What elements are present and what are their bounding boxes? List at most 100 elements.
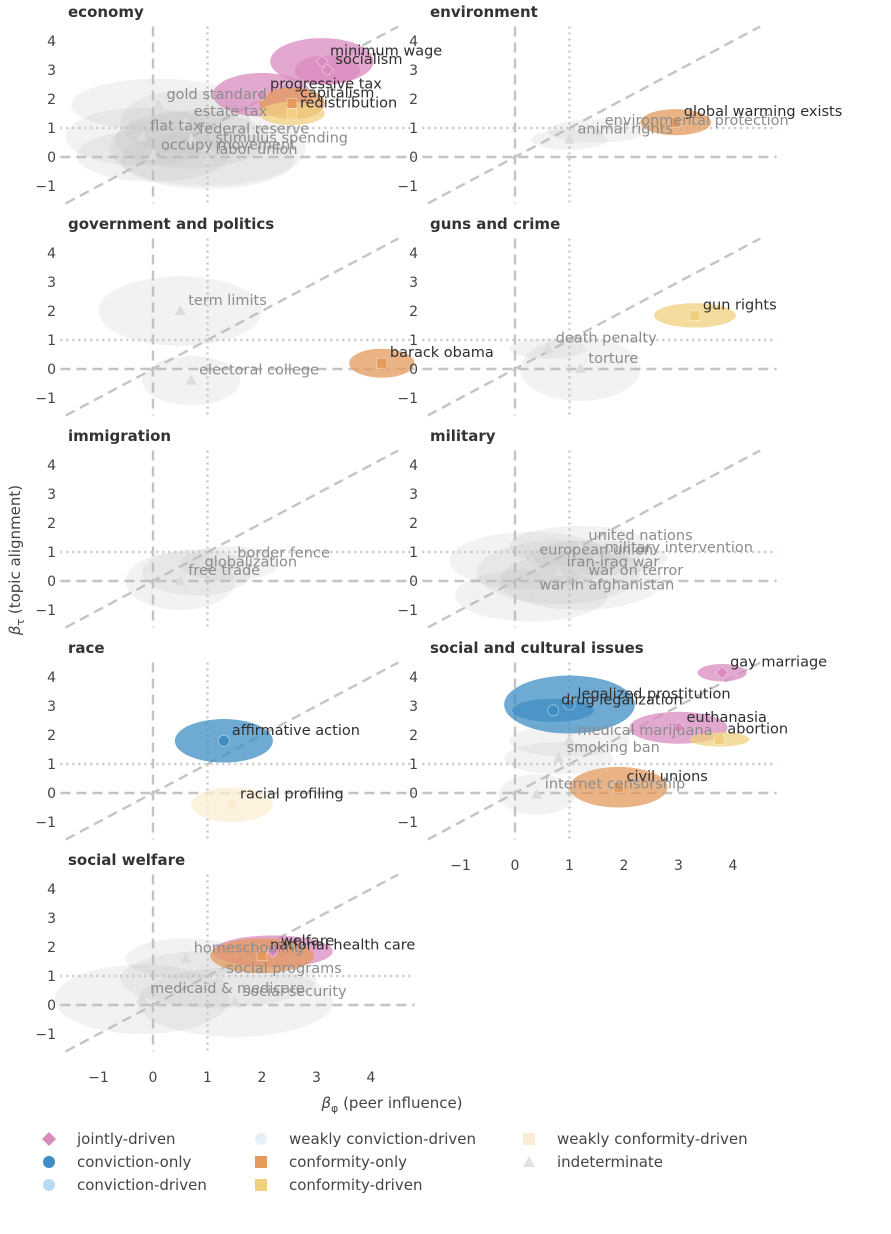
y-tick-label: 1: [47, 545, 56, 561]
x-tick-label: 2: [620, 858, 629, 874]
point-marker-gay-marriage: [715, 666, 729, 680]
point-marker-occupy-movement: [147, 149, 159, 160]
y-tick-label: 1: [409, 545, 418, 561]
panel-social-welfare: social welfare −1 0 1 2 3 4 −1 0 1 2 3 4: [35, 851, 415, 1086]
point-label-labor-union: labor union: [216, 142, 298, 158]
panels-layer: economy−101234environment−101234governme…: [35, 3, 777, 1086]
point-marker-environmental-protection: [591, 124, 603, 135]
y-tick-label: −1: [35, 603, 56, 619]
point-marker-electoral-college: [185, 374, 197, 385]
point-marker-socialism: [320, 63, 334, 77]
point-marker-social-security: [229, 996, 241, 1007]
legend-label-conformity-driven: conformity-driven: [289, 1176, 422, 1194]
point-marker-gold-standard: [152, 98, 164, 109]
point-label-social-programs: social programs: [226, 961, 341, 977]
point-marker-progressive-tax: [255, 88, 269, 102]
y-tick-label: 1: [47, 757, 56, 773]
y-tick-label: 2: [409, 516, 418, 532]
point-marker-social-programs: [212, 972, 224, 983]
point-label-civil-unions: civil unions: [627, 769, 708, 785]
panel-title: immigration: [68, 427, 171, 445]
y-tick-label: 2: [47, 92, 56, 108]
y-tick-label: 0: [47, 998, 56, 1014]
point-marker-medical-marijuana: [564, 734, 575, 745]
legend-item-weakly-conviction-driven: weakly conviction-driven: [255, 1130, 476, 1148]
panel-title: economy: [68, 3, 144, 21]
y-tick-label: 2: [409, 304, 418, 320]
y-tick-label: −1: [35, 391, 56, 407]
ref-diagonal: [427, 661, 761, 841]
y-tick-label: 4: [409, 246, 418, 262]
legend-swatch-conformity-driven: [255, 1179, 267, 1191]
ref-diagonal: [65, 237, 399, 417]
point-label-progressive-tax: progressive tax: [270, 77, 382, 93]
y-tick-label: 1: [47, 333, 56, 349]
point-label-barack-obama: barack obama: [390, 345, 494, 361]
panel-race: race −1 0 1 2 3 4: [35, 639, 415, 841]
point-label-free-trade: free trade: [188, 563, 260, 579]
x-tick-label: 2: [258, 1070, 267, 1086]
y-tick-label: −1: [35, 815, 56, 831]
y-tick-label: −1: [397, 179, 418, 195]
point-label-globalization: globalization: [205, 554, 298, 570]
y-tick-label: 1: [47, 969, 56, 985]
point-label-federal-reserve: federal reserve: [199, 122, 309, 138]
point-label-war-on-terror: war on terror: [588, 563, 683, 579]
y-tick-label: 3: [409, 699, 418, 715]
x-tick-label: 1: [203, 1070, 212, 1086]
axes-layer: βφ (peer influence) βτ (topic alignment): [6, 485, 463, 1115]
legend-item-conformity-only: conformity-only: [255, 1153, 407, 1171]
point-marker-border-fence: [223, 557, 235, 568]
point-marker-civil-unions: [613, 781, 624, 793]
x-tick-label: 4: [367, 1070, 376, 1086]
y-tick-label: 4: [409, 34, 418, 50]
y-tick-label: 0: [47, 786, 56, 802]
point-marker-animal-rights: [564, 133, 575, 144]
point-label-social-security: social security: [243, 984, 347, 1000]
point-marker-welfare: [266, 944, 280, 958]
y-tick-label: 0: [47, 150, 56, 166]
point-label-medical-marijuana: medical marijuana: [578, 723, 713, 739]
point-label-medicaid-and-medicare: medicaid & medicare: [150, 981, 305, 997]
point-marker-war-in-afghanistan: [525, 589, 537, 600]
point-label-european-union: european union: [539, 543, 653, 559]
panel-government-and-politics: government and politics −1 0 1 2 3 4: [35, 215, 415, 417]
y-tick-label: 2: [47, 516, 56, 532]
point-label-socialism: socialism: [335, 52, 402, 68]
point-label-military-intervention: military intervention: [605, 540, 753, 556]
point-marker-flat-tax: [136, 130, 148, 141]
y-tick-label: 1: [409, 121, 418, 137]
y-tick-label: 4: [47, 34, 56, 50]
point-marker-stimulus-spending: [202, 142, 213, 153]
legend-item-jointly-driven: jointly-driven: [42, 1130, 176, 1148]
legend-swatch-weakly-conviction-driven: [255, 1133, 267, 1145]
point-label-minimum-wage: minimum wage: [330, 43, 442, 59]
point-marker-iran-iraq-war: [553, 566, 565, 577]
point-label-death-penalty: death penalty: [556, 331, 657, 347]
y-tick-label: 2: [409, 92, 418, 108]
panel-title: guns and crime: [430, 215, 560, 233]
panel-economy: economy −1 0 1 2 3 4: [35, 3, 415, 205]
point-marker-national-health-care: [256, 950, 268, 962]
ref-diagonal: [427, 449, 761, 629]
ref-diagonal: [65, 449, 399, 629]
y-tick-label: 0: [47, 574, 56, 590]
point-label-estate-tax: estate tax: [194, 104, 268, 120]
legend-swatch-weakly-conformity-driven: [523, 1133, 535, 1145]
point-label-gun-rights: gun rights: [703, 297, 777, 313]
point-marker-affirmative-action: [218, 734, 230, 747]
y-tick-label: 0: [47, 362, 56, 378]
y-tick-label: −1: [35, 1027, 56, 1043]
legend-item-weakly-conformity-driven: weakly conformity-driven: [523, 1130, 748, 1148]
point-label-gay-marriage: gay marriage: [730, 655, 827, 671]
y-tick-label: 4: [47, 882, 56, 898]
point-label-smoking-ban: smoking ban: [567, 740, 660, 756]
y-tick-label: 0: [409, 574, 418, 590]
y-tick-label: −1: [397, 391, 418, 407]
legend-swatch-conformity-only: [255, 1156, 267, 1168]
x-tick-label: 0: [149, 1070, 158, 1086]
y-tick-label: 0: [409, 150, 418, 166]
legend-item-conformity-driven: conformity-driven: [255, 1176, 422, 1194]
y-tick-label: 4: [47, 670, 56, 686]
